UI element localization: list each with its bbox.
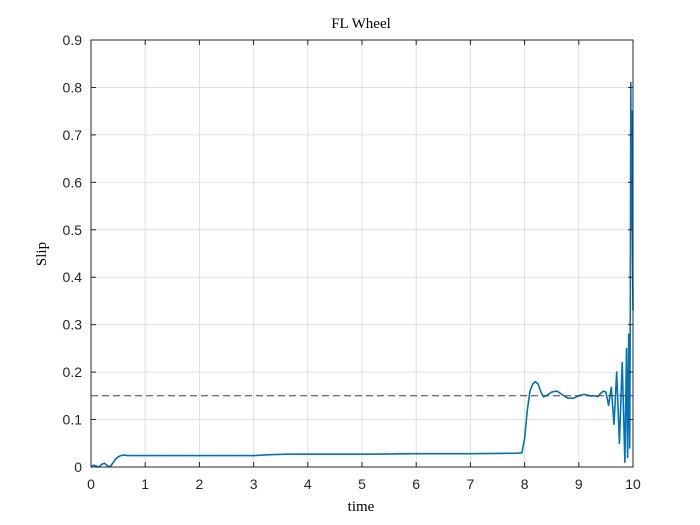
series-layer [90, 81, 634, 468]
x-tick-label: 7 [467, 476, 475, 492]
x-tick-label: 6 [412, 476, 420, 492]
y-tick-label: 0.6 [63, 174, 83, 190]
x-tick-label: 5 [358, 476, 366, 492]
ticks: 0 1 2 3 4 5 6 7 8 9 10 0 0.1 0.2 0.3 0.4 0.5 0.6 0.7 0.8 0.9 [63, 32, 641, 492]
y-tick-label: 0.3 [63, 317, 83, 333]
y-tick-label: 0.2 [63, 364, 83, 380]
x-tick-label: 9 [575, 476, 583, 492]
x-tick-label: 0 [87, 476, 95, 492]
y-tick-label: 0.5 [63, 222, 83, 238]
chart-title: FL Wheel [331, 16, 391, 32]
x-tick-label: 8 [521, 476, 529, 492]
y-tick-label: 0.1 [63, 412, 83, 428]
x-tick-label: 4 [304, 476, 312, 492]
x-axis-label: time [348, 499, 375, 515]
x-tick-label: 10 [625, 476, 641, 492]
y-tick-label: 0.7 [63, 127, 83, 143]
x-tick-label: 1 [141, 476, 149, 492]
y-tick-label: 0.9 [63, 32, 83, 48]
x-tick-label: 2 [196, 476, 204, 492]
y-tick-label: 0 [74, 459, 82, 475]
y-tick-label: 0.8 [63, 79, 83, 95]
x-tick-label: 3 [250, 476, 258, 492]
y-tick-label: 0.4 [63, 269, 83, 285]
slip-series-line [90, 81, 634, 468]
y-axis-label: Slip [34, 242, 50, 266]
